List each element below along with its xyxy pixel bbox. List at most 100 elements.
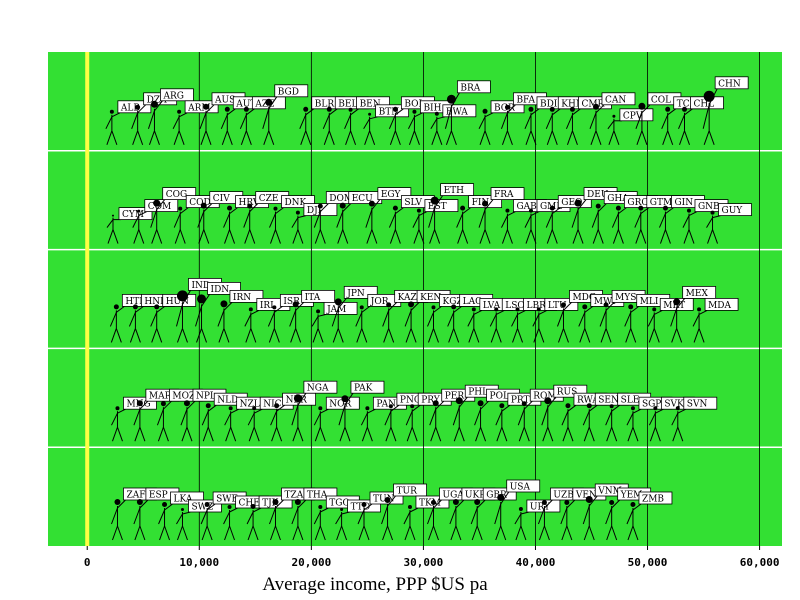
figure-arm xyxy=(561,411,569,426)
figure-leg xyxy=(275,525,281,541)
figure-arm xyxy=(647,314,655,327)
country-code-label: JAM xyxy=(326,305,346,315)
figure-arm xyxy=(611,404,620,412)
figure-arm xyxy=(175,304,183,327)
country-code-label: CHL xyxy=(694,99,715,109)
figure-arm xyxy=(444,106,452,129)
country-code-label: GBR xyxy=(486,491,507,501)
figure-arm xyxy=(611,499,621,509)
figure-head xyxy=(430,196,439,205)
country-figure: ITA xyxy=(289,289,336,343)
figure-leg xyxy=(600,328,607,343)
figure-arm xyxy=(382,310,390,327)
figure-arm xyxy=(409,507,419,513)
figure-leg xyxy=(394,229,401,244)
country-figure: BEN xyxy=(344,96,390,145)
figure-leg xyxy=(314,229,321,244)
country-code-label: CAN xyxy=(605,95,626,105)
figure-leg xyxy=(480,427,487,442)
figure-head xyxy=(392,205,398,211)
country-label-box xyxy=(682,285,717,299)
figure-leg xyxy=(635,229,642,244)
figure-leg xyxy=(530,130,537,145)
figure-leg xyxy=(250,328,257,343)
figure-leg xyxy=(632,525,639,541)
figure-arm xyxy=(275,207,284,215)
figure-head xyxy=(183,400,190,407)
country-figure: COM xyxy=(132,199,179,244)
figure-head xyxy=(560,302,566,308)
figure-leg xyxy=(525,130,532,145)
country-code-label: KAZ xyxy=(398,293,417,303)
figure-arm xyxy=(360,412,368,426)
figure-head xyxy=(365,406,370,411)
figure-head xyxy=(326,106,332,112)
figure-head xyxy=(368,112,372,116)
figure-leg xyxy=(369,130,376,145)
figure-leg xyxy=(317,328,324,343)
figure-head xyxy=(136,499,143,505)
country-label-box xyxy=(490,187,525,201)
figure-leg xyxy=(112,229,119,244)
country-figure: FRA xyxy=(478,187,525,244)
country-code-label: SVK xyxy=(664,400,684,410)
figure-head xyxy=(292,301,299,308)
figure-arm xyxy=(331,308,339,327)
figure-arm xyxy=(229,507,238,513)
figure-leg xyxy=(671,328,678,343)
country-label-box xyxy=(117,100,152,114)
figure-arm xyxy=(511,314,518,327)
figure-head xyxy=(653,406,658,411)
figure-leg xyxy=(445,130,452,145)
country-code-label: MWI xyxy=(594,297,616,307)
figure-head xyxy=(482,108,488,114)
figure-arm xyxy=(313,412,321,426)
figure-arm xyxy=(262,108,270,129)
figure-arm xyxy=(517,309,526,315)
country-code-label: CYM xyxy=(122,210,144,220)
figure-leg xyxy=(453,328,460,343)
figure-leg xyxy=(501,130,508,145)
country-label-box xyxy=(704,297,739,311)
figure-arm xyxy=(244,314,252,327)
figure-leg xyxy=(186,427,193,442)
figure-leg xyxy=(563,328,569,343)
figure-arm xyxy=(297,499,307,509)
figure-leg xyxy=(468,328,475,343)
figure-arm xyxy=(453,305,462,313)
country-code-label: URY xyxy=(530,503,551,513)
figure-leg xyxy=(625,328,632,343)
country-code-label: GHA xyxy=(607,194,629,204)
figure-leg xyxy=(112,525,118,541)
figure-arm xyxy=(688,211,698,217)
figure-arm xyxy=(404,310,412,327)
figure-leg xyxy=(413,130,420,145)
figure-head xyxy=(204,502,210,507)
figure-leg xyxy=(273,328,280,343)
figure-leg xyxy=(129,328,136,343)
figure-leg xyxy=(608,130,615,145)
figure-head xyxy=(388,404,393,409)
figure-head xyxy=(652,307,657,312)
figure-arm xyxy=(320,408,329,414)
figure-leg xyxy=(229,229,236,244)
country-code-label: RWA xyxy=(577,396,599,406)
figure-leg xyxy=(455,525,462,541)
figure-leg xyxy=(515,525,522,541)
country-code-label: EST xyxy=(428,202,447,212)
figure-leg xyxy=(112,427,118,442)
figure-arm xyxy=(197,211,205,228)
country-code-label: LBR xyxy=(527,301,547,311)
figure-arm xyxy=(176,513,183,525)
figure-arm xyxy=(595,104,605,114)
figure-arm xyxy=(363,118,371,130)
figure-arm xyxy=(253,408,263,414)
figure-arm xyxy=(500,491,510,505)
figure-head xyxy=(410,404,415,409)
figure-leg xyxy=(137,130,144,145)
figure-arm xyxy=(530,211,540,217)
figure-leg xyxy=(450,525,457,541)
figure-leg xyxy=(341,525,348,541)
country-code-label: JOR xyxy=(370,297,389,307)
country-code-label: PNG xyxy=(400,396,421,406)
